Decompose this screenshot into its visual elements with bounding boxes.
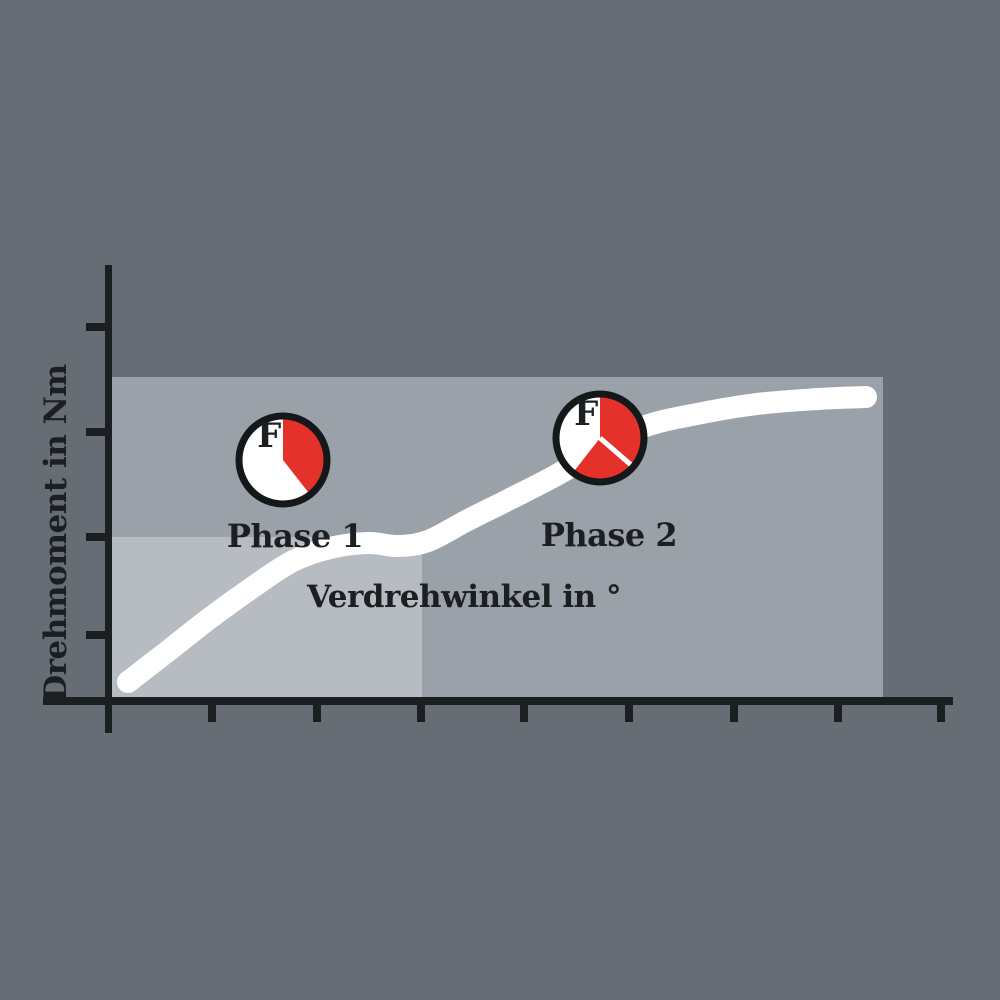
x-axis-tick (937, 705, 945, 722)
x-axis-tick (730, 705, 738, 722)
y-axis-tick (86, 533, 105, 541)
x-axis-tick (520, 705, 528, 722)
phase-label-2: Phase 2 (541, 516, 677, 554)
force-dial-2-divider (598, 436, 635, 469)
x-axis-tick (417, 705, 425, 722)
x-axis-tick (625, 705, 633, 722)
force-dial-1-ring (235, 412, 331, 508)
y-axis-tick (86, 428, 105, 436)
force-dial-1-letter: F (257, 416, 281, 456)
y-axis (105, 265, 112, 733)
x-axis-tick (208, 705, 216, 722)
y-axis-label: Drehmoment in Nm (38, 364, 74, 702)
force-dial-2-ring (552, 390, 648, 486)
phase-label-1: Phase 1 (227, 517, 363, 555)
phase1-area (112, 537, 422, 697)
torque-curve (117, 386, 877, 693)
x-axis-label: Verdrehwinkel in ° (306, 579, 621, 615)
x-axis-tick (834, 705, 842, 722)
force-dial-1-red-sector (283, 416, 327, 494)
x-axis-tick (313, 705, 321, 722)
force-dial-2-letter: F (574, 394, 598, 434)
x-axis (43, 697, 953, 705)
y-axis-tick (86, 323, 105, 331)
y-axis-tick (86, 631, 105, 639)
